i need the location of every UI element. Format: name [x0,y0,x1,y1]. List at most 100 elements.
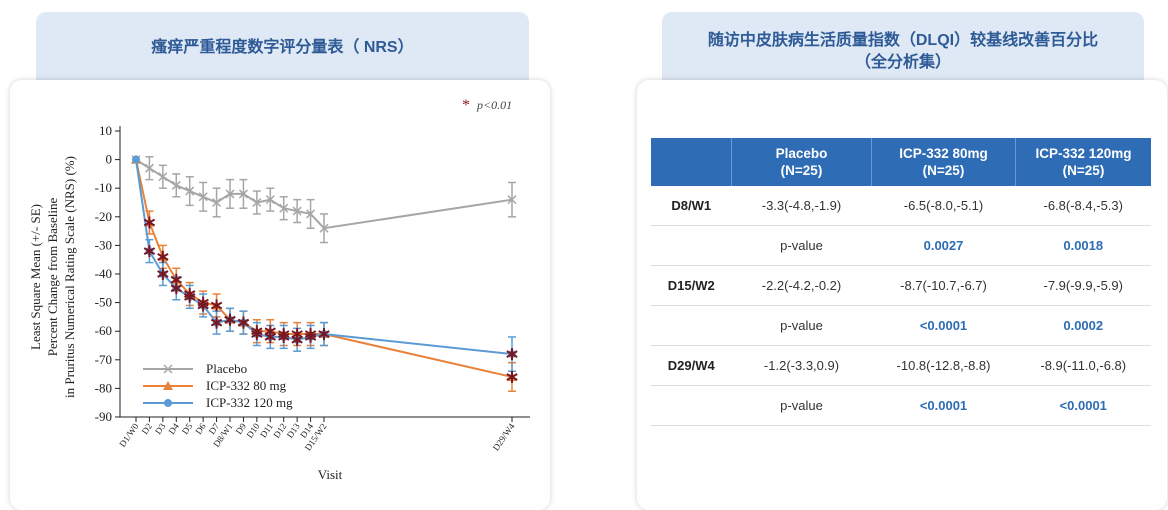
significance-asterisk [210,318,223,327]
significance-asterisk [157,252,169,261]
header-placebo-name: Placebo [775,146,828,161]
y-tick-label: -20 [95,209,112,224]
y-tick-label: -50 [95,295,112,310]
table-row: p-value 0.0027 0.0018 [651,225,1151,266]
y-tick-label: -60 [95,323,112,338]
significance-annotation: p<0.01 [476,98,512,112]
data-point [507,195,517,205]
significance-asterisk [506,373,518,381]
significance-asterisk [506,350,518,358]
visit-cell [651,305,732,346]
data-point [132,155,140,164]
significance-asterisk [197,301,209,310]
data-point [144,163,154,173]
dlqi-header-placebo: Placebo (N=25) [731,138,872,186]
x-tick-label: D1/W0 [117,421,141,449]
legend-label: ICP-332 80 mg [206,378,287,393]
data-point [171,180,181,190]
y-tick-label: -90 [95,409,112,424]
table-row: p-value <0.0001 <0.0001 [651,385,1151,426]
x-tick-label: D12 [271,421,288,439]
pvalue-120mg-cell: <0.0001 [1015,385,1151,426]
significance-asterisk [237,318,250,327]
significance-asterisk [143,218,156,227]
header-80mg-name: ICP-332 80mg [899,146,988,161]
visit-cell: D8/W1 [651,186,732,226]
pvalue-120mg-cell: 0.0018 [1015,225,1151,266]
significance-asterisk [184,293,196,301]
dlqi-panel-title: 随访中皮肤病生活质量指数（DLQI）较基线改善百分比 （全分析集） [662,12,1144,92]
y-tick-label: -30 [95,237,112,252]
visit-cell: D29/W4 [651,345,732,386]
visit-cell [651,225,732,266]
data-point [158,172,168,182]
dose120-cell: -6.8(-8.4,-5.3) [1015,186,1151,226]
x-tick-label: D4 [166,421,181,436]
legend-label: Placebo [206,361,247,376]
pvalue-label-cell: p-value [731,305,872,346]
dlqi-table: Placebo (N=25) ICP-332 80mg (N=25) ICP-332… [651,138,1151,426]
header-80mg-n: (N=25) [922,163,965,178]
legend-label: ICP-332 120 mg [206,395,293,410]
visit-cell [651,385,732,426]
significance-asterisk [157,270,169,278]
significance-markers [143,245,518,361]
y-axis-label: Least Square Mean (+/- SE) Percent Chang… [28,156,77,398]
x-axis-label: Visit [318,467,343,482]
data-point [198,192,208,202]
pvalue-80mg-cell: 0.0027 [871,225,1016,266]
significance-asterisk [291,335,303,344]
dlqi-header-visit [651,138,732,186]
nrs-title-text: 瘙痒严重程度数字评分量表（ NRS） [151,39,414,56]
significance-markers [143,216,518,383]
significance-asterisk [170,275,182,284]
dose80-cell: -10.8(-12.8,-8.8) [871,345,1016,386]
dlqi-header-80mg: ICP-332 80mg (N=25) [871,138,1016,186]
y-axis-label-line3: in Pruritus Numerical Rating Scale (NRS)… [62,156,77,398]
significance-asterisk [210,301,223,310]
table-row: p-value <0.0001 0.0002 [651,305,1151,346]
header-120mg-n: (N=25) [1062,163,1105,178]
data-point [252,197,262,208]
series-line [135,158,513,230]
significance-asterisk [264,333,276,341]
dose120-cell: -7.9(-9.9,-5.9) [1015,265,1151,306]
placebo-cell: -1.2(-3.3,0.9) [731,345,872,386]
data-point [164,399,172,407]
data-point [279,203,289,213]
significance-asterisk [318,330,330,338]
data-point [238,189,248,199]
dlqi-header-row: Placebo (N=25) ICP-332 80mg (N=25) ICP-332… [651,138,1151,186]
data-point [292,206,302,216]
y-axis-label-line1: Least Square Mean (+/- SE) [28,204,43,350]
data-point [163,364,173,374]
dlqi-title-line2: （全分析集） [854,54,951,71]
y-axis-label-line2: Percent Change from Baseline [45,198,60,357]
pvalue-80mg-cell: <0.0001 [871,305,1016,346]
series-x [131,155,517,244]
header-120mg-name: ICP-332 120mg [1035,146,1132,161]
dlqi-title-line1: 随访中皮肤病生活质量指数（DLQI）较基线改善百分比 [707,32,1099,49]
y-tick-label: -70 [95,352,112,367]
dose120-cell: -8.9(-11.0,-6.8) [1015,345,1151,386]
table-row: D29/W4 -1.2(-3.3,0.9) -10.8(-12.8,-8.8) … [651,345,1151,386]
significance-asterisk [304,333,317,341]
x-tick-label: D11 [258,421,275,439]
table-row: D15/W2 -2.2(-4.2,-0.2) -8.7(-10.7,-6.7) … [651,265,1151,306]
nrs-chart-card [10,80,550,510]
nrs-panel-title: 瘙痒严重程度数字评分量表（ NRS） [36,12,529,84]
data-point [185,186,195,196]
data-point [306,209,316,219]
series-line [135,159,513,356]
y-tick-label: -40 [95,266,112,281]
nrs-line-chart: 100-10-20-30-40-50-60-70-80-90D1/W0D2D3D… [28,97,530,482]
significance-asterisk [278,333,290,341]
header-placebo-n: (N=25) [780,163,823,178]
x-tick-label: D2 [140,421,155,436]
significance-asterisk [143,247,156,255]
significance-marker: * [462,97,470,114]
pvalue-80mg-cell: <0.0001 [871,385,1016,426]
visit-cell: D15/W2 [651,265,732,306]
dlqi-header-120mg: ICP-332 120mg (N=25) [1015,138,1151,186]
x-tick-label: D10 [244,421,261,440]
